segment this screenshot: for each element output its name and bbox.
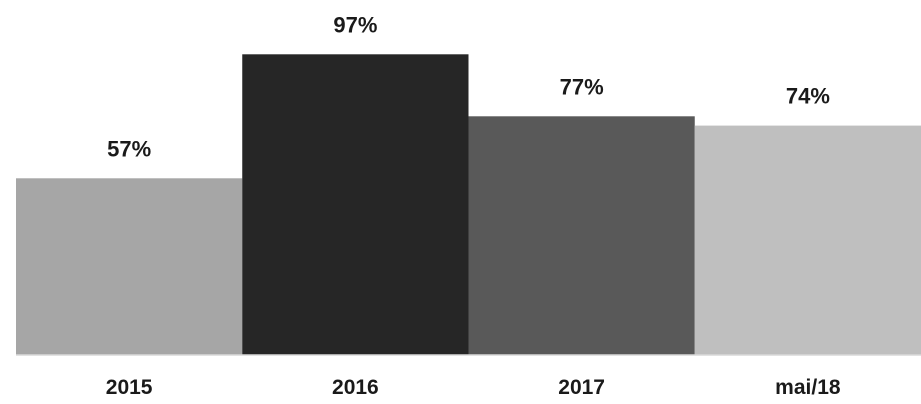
data-label: 97%: [333, 12, 377, 37]
value-labels-layer: 57% 97% 77% 74%: [107, 12, 830, 161]
x-tick-label: 2017: [558, 376, 605, 399]
data-label: 74%: [786, 84, 830, 109]
bar-2017: [468, 116, 695, 355]
x-tick-label: mai/18: [775, 376, 841, 399]
bar-2015: [16, 178, 243, 355]
data-label: 77%: [560, 74, 604, 99]
category-labels-layer: 2015 2016 2017 mai/18: [106, 376, 841, 399]
x-tick-label: 2015: [106, 376, 153, 399]
bar-2016: [242, 54, 469, 356]
bar-mai-18: [694, 125, 921, 355]
bars-layer: [16, 54, 921, 356]
x-tick-label: 2016: [332, 376, 379, 399]
data-label: 57%: [107, 136, 151, 161]
